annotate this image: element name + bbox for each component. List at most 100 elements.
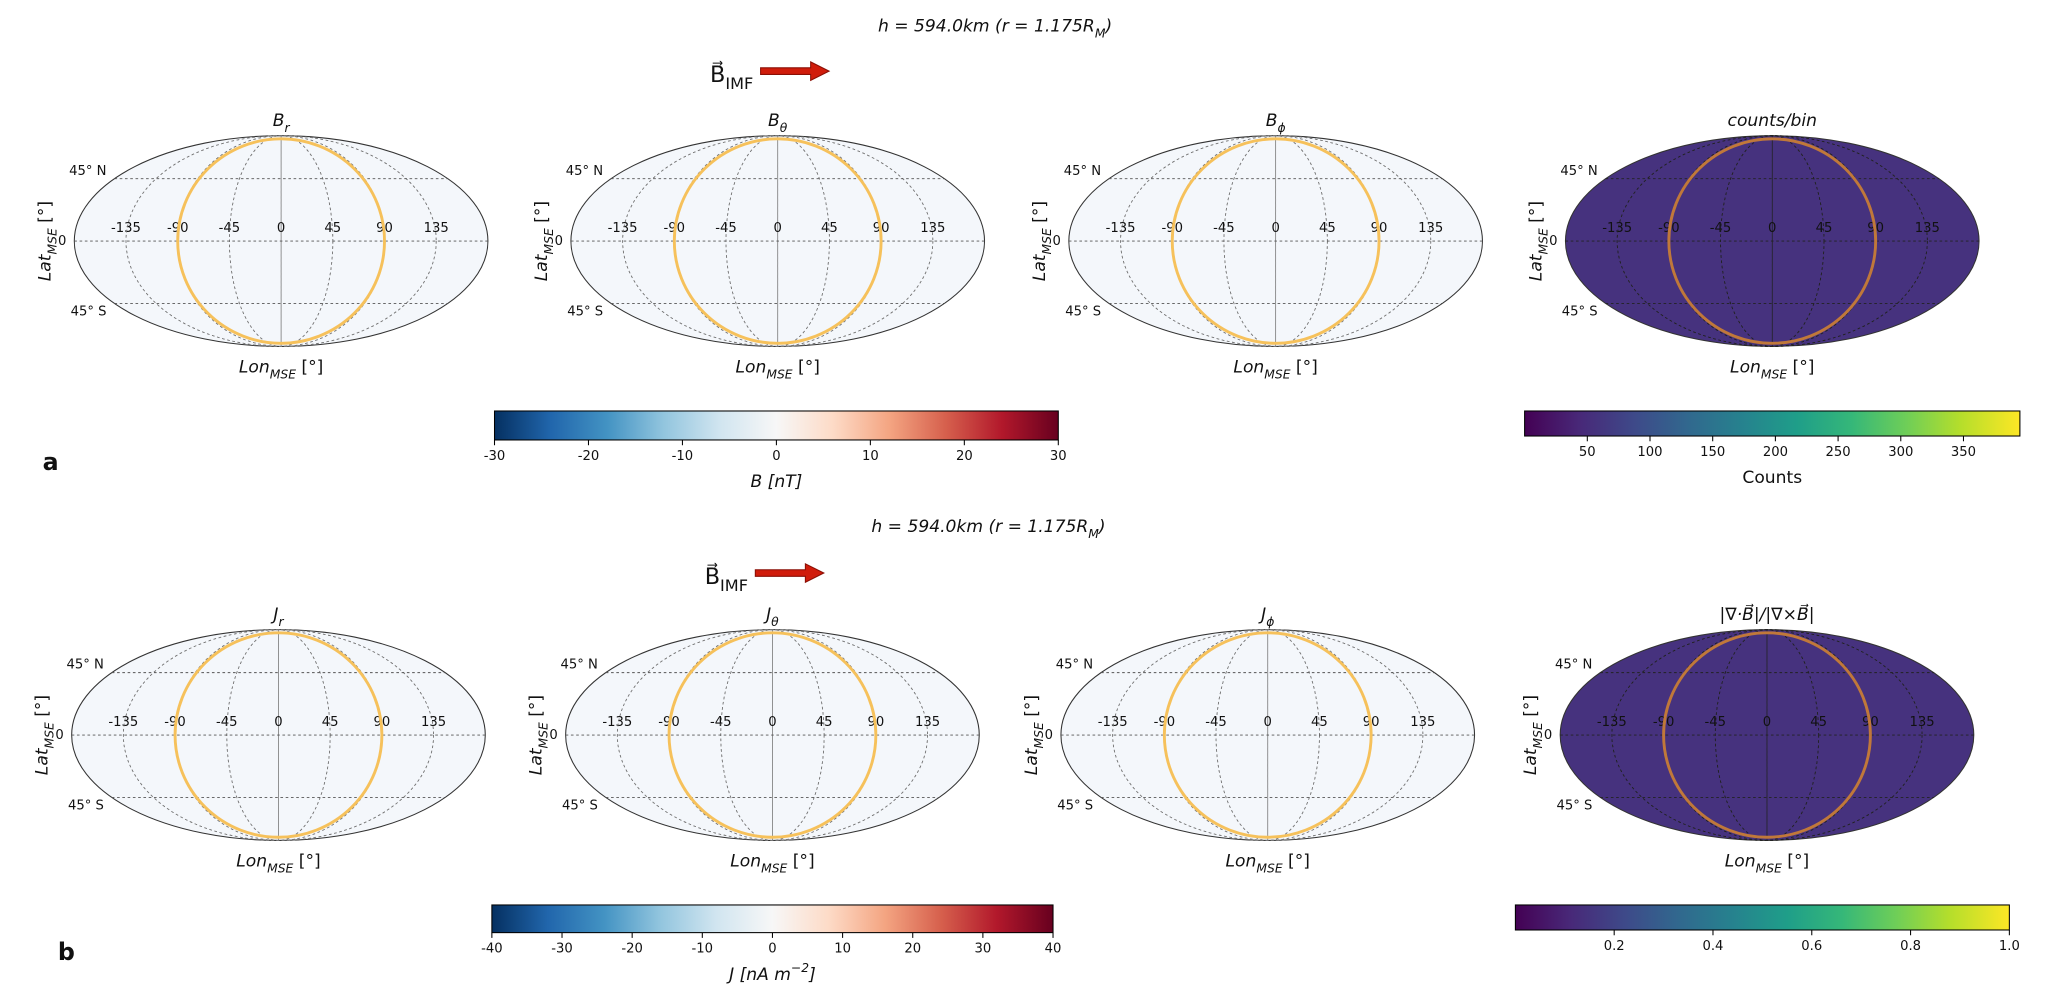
colorbar-label-tail: ]	[808, 965, 816, 984]
y-axis-label-tail: [°]	[527, 695, 547, 722]
lon-tick-label: 135	[421, 715, 446, 730]
y-axis-label-tail: [°]	[1022, 695, 1042, 722]
lat-tick-label: 45° S	[68, 798, 104, 813]
panel-title-sub: θ	[780, 121, 788, 135]
y-axis-label-sub: MSE	[541, 228, 555, 254]
lat-tick-label: 0	[55, 728, 63, 743]
meridian	[622, 135, 934, 347]
y-axis-label-text: Lat	[1521, 747, 1541, 775]
x-axis-label-sub: MSE	[1256, 861, 1282, 875]
panel-letter: a	[43, 448, 59, 476]
panel-title: Br	[273, 111, 291, 134]
colorbar-label-text: B [nT]	[750, 472, 802, 492]
y-axis-label-tail: [°]	[1030, 201, 1050, 228]
lat-tick-label: 45° N	[561, 658, 598, 673]
lon-tick-label: -135	[602, 715, 632, 730]
colorbar	[1514, 904, 2010, 931]
panel-title-sub: ϕ	[1277, 121, 1285, 135]
panel-title: Jr	[270, 605, 284, 629]
colorbar-tick-label: 1.0	[1999, 939, 2020, 954]
lon-tick-label: 135	[915, 715, 940, 730]
x-axis-label-tail: [°]	[793, 358, 820, 378]
lon-tick-label: 135	[1910, 715, 1935, 730]
lon-tick-label: 135	[1410, 715, 1435, 730]
y-axis-label-text: Lat	[527, 747, 547, 775]
lat-tick-label: 45° S	[1562, 304, 1598, 319]
x-axis-label-sub: MSE	[766, 367, 792, 381]
x-axis-label: LonMSE [°]	[736, 358, 820, 382]
x-axis-label: LonMSE [°]	[236, 851, 320, 875]
x-axis-label-tail: [°]	[1283, 851, 1310, 871]
colorbar-label: Counts	[1742, 468, 1802, 488]
heading: h = 594.0km (r = 1.175RM)	[871, 517, 1105, 541]
x-axis-label-tail: [°]	[1291, 358, 1318, 378]
panel-title: Jϕ	[1258, 605, 1274, 629]
colorbar-tick-label: -10	[672, 449, 694, 464]
meridian	[1611, 629, 1923, 841]
y-axis-label-tail: [°]	[33, 695, 53, 722]
panel-title-text: |∇·B⃗|/|∇×B⃗|	[1720, 603, 1815, 625]
terminator-ring	[1667, 137, 1878, 345]
lat-tick-label: 45° S	[1557, 798, 1593, 813]
meridian	[1112, 629, 1424, 841]
y-axis-label: LatMSE [°]	[1022, 695, 1046, 775]
colorbar-tick-label: 30	[1050, 449, 1067, 464]
lon-tick-label: 0	[1271, 221, 1279, 236]
lon-tick-label: 45	[1810, 715, 1827, 730]
x-axis-label-tail: [°]	[296, 358, 323, 378]
lon-tick-label: -135	[108, 715, 138, 730]
lon-tick-label: -45	[710, 715, 732, 730]
y-axis-label-tail: [°]	[1521, 695, 1541, 722]
lon-tick-label: 45	[1816, 221, 1833, 236]
colorbar-tick-label: 0.2	[1604, 939, 1625, 954]
lon-tick-label: 0	[1768, 221, 1776, 236]
y-axis-label: LatMSE [°]	[532, 201, 556, 281]
meridian	[1616, 135, 1928, 347]
y-axis-label-sub: MSE	[536, 722, 550, 748]
lon-tick-label: -45	[216, 715, 238, 730]
lon-tick-label: 45	[1319, 221, 1336, 236]
y-axis-label-sub: MSE	[1536, 228, 1550, 254]
panel-title: Bϕ	[1266, 111, 1286, 134]
lon-tick-label: -45	[1705, 715, 1727, 730]
x-axis-label-text: Lon	[1233, 358, 1264, 378]
imf-arrow	[754, 562, 826, 584]
colorbar-tick-label: 10	[834, 941, 851, 956]
y-axis-label-sub: MSE	[42, 722, 56, 748]
x-axis-label-text: Lon	[730, 851, 761, 871]
meridian	[122, 629, 434, 841]
lon-tick-label: -135	[1098, 715, 1128, 730]
colorbar-label-sup: −2	[791, 960, 809, 974]
terminator-ring	[1170, 137, 1381, 345]
y-axis-label: LatMSE [°]	[1521, 695, 1545, 775]
lat-tick-label: 45° N	[67, 658, 104, 673]
x-axis-label: LonMSE [°]	[1226, 851, 1310, 875]
heading-tail: )	[1103, 16, 1112, 36]
panel-title-text: counts/bin	[1728, 111, 1817, 131]
heading-text: h = 594.0km (r = 1.175R	[878, 16, 1095, 36]
colorbar	[491, 904, 1054, 934]
panel-title: |∇·B⃗|/|∇×B⃗|	[1720, 603, 1815, 625]
colorbar-tick-label: -30	[484, 449, 506, 464]
y-axis-label-text: Lat	[35, 253, 55, 281]
terminator-ring	[1162, 631, 1373, 839]
y-axis-label-text: Lat	[33, 747, 53, 775]
colorbar-tick-label: 0.8	[1900, 939, 1921, 954]
colorbar-tick-label: 100	[1637, 445, 1662, 460]
lat-tick-label: 45° N	[1555, 658, 1592, 673]
panel-title-text: B	[273, 111, 285, 131]
meridian	[125, 135, 437, 347]
y-axis-label-sub: MSE	[1039, 228, 1053, 254]
terminator-ring	[1662, 631, 1872, 839]
colorbar-tick-label: 300	[1888, 445, 1913, 460]
heading-tail: )	[1097, 517, 1106, 537]
x-axis-label-sub: MSE	[1756, 861, 1782, 875]
lon-tick-label: -135	[1106, 221, 1136, 236]
x-axis-label-tail: [°]	[1782, 851, 1809, 871]
y-axis-label-sub: MSE	[1031, 722, 1045, 748]
lon-tick-label: 45	[816, 715, 833, 730]
x-axis-label-text: Lon	[236, 851, 267, 871]
colorbar-tick-label: 40	[1045, 941, 1062, 956]
x-axis-label: LonMSE [°]	[730, 851, 814, 875]
